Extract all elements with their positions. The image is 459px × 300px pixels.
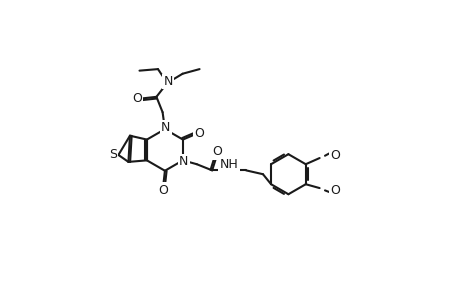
Text: NH: NH <box>219 158 238 171</box>
Text: O: O <box>158 184 168 196</box>
Text: N: N <box>179 155 188 168</box>
Text: O: O <box>330 149 339 162</box>
Text: O: O <box>330 184 339 197</box>
Text: O: O <box>212 146 222 158</box>
Text: S: S <box>109 148 117 161</box>
Text: N: N <box>163 75 172 88</box>
Text: O: O <box>194 127 204 140</box>
Text: O: O <box>132 92 142 105</box>
Text: N: N <box>161 121 170 134</box>
